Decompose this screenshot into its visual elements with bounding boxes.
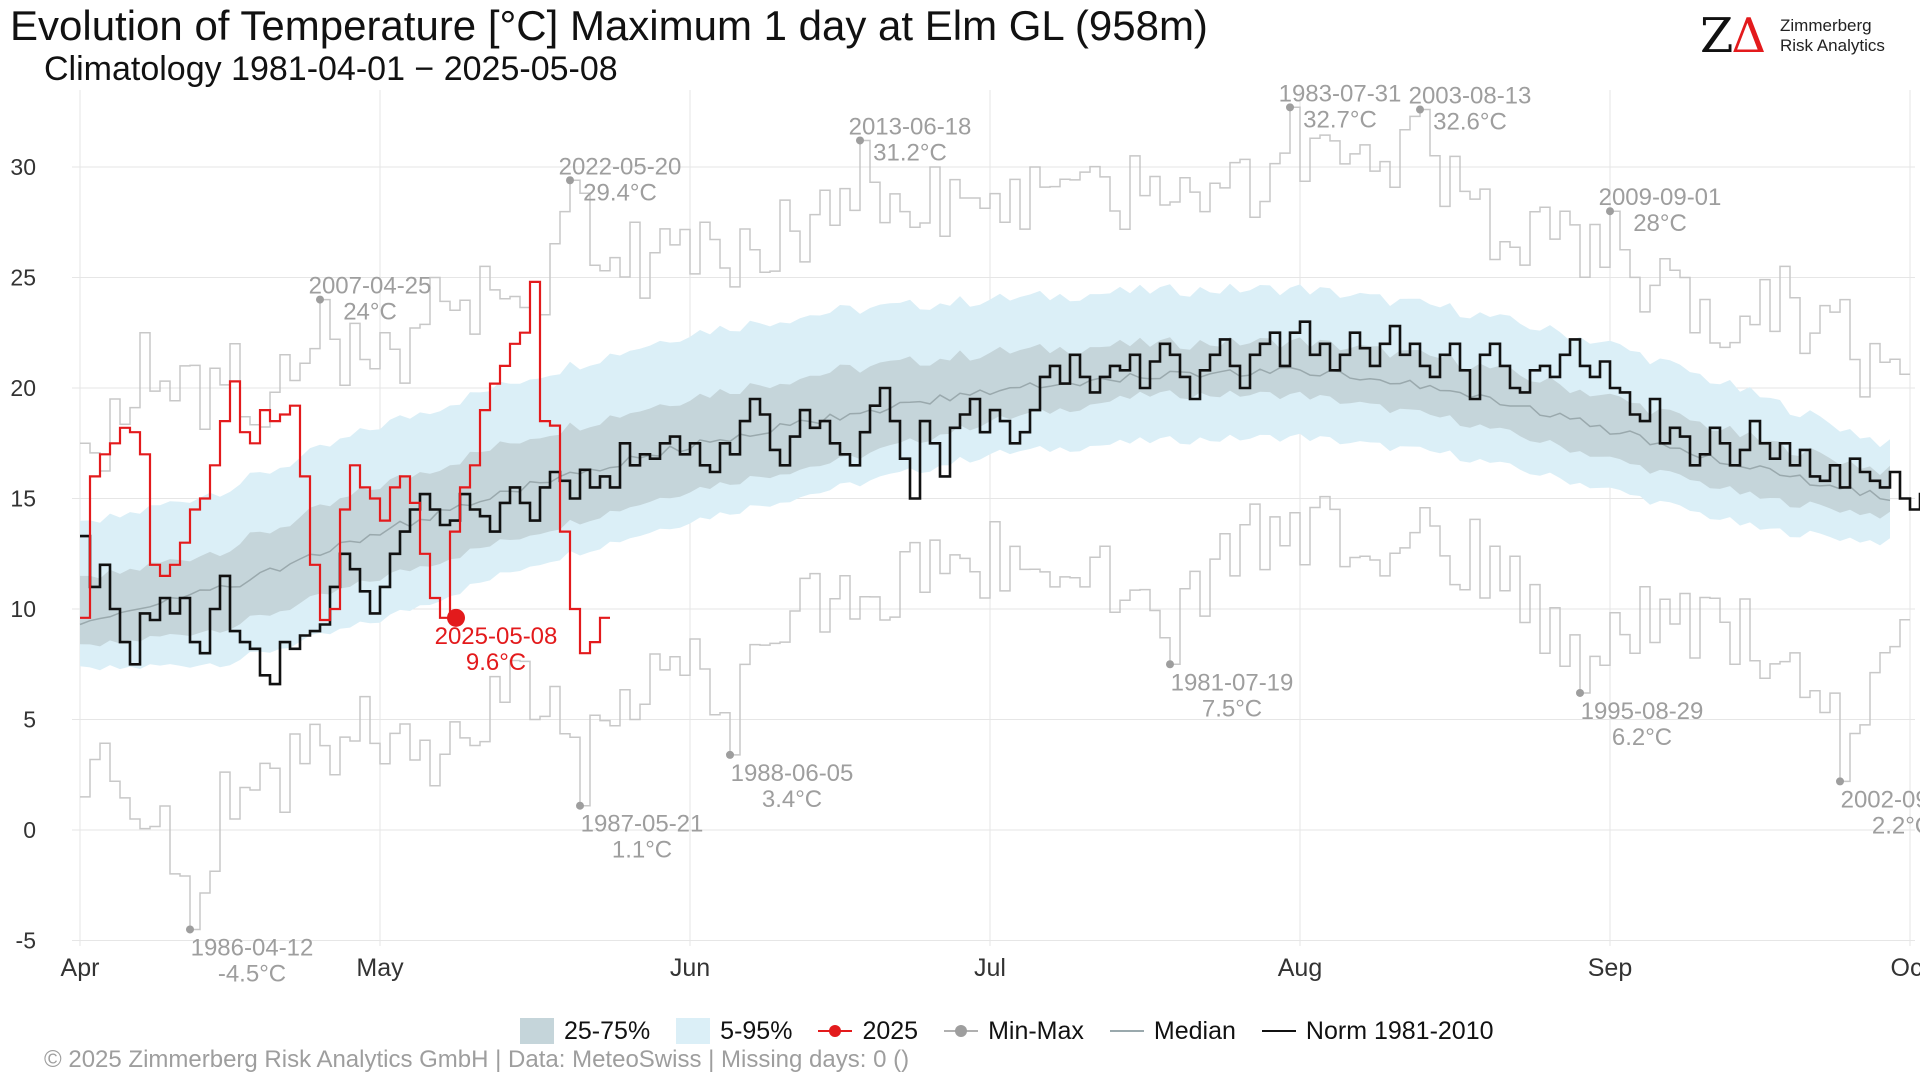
legend-label-minmax: Min-Max bbox=[988, 1016, 1084, 1045]
annotation-date: 2025-05-08 bbox=[435, 623, 558, 650]
y-tick-label: 0 bbox=[23, 817, 36, 843]
legend-label-median: Median bbox=[1153, 1016, 1236, 1045]
legend-label-current: 2025 bbox=[862, 1016, 919, 1045]
annotation-date: 2007-04-25 bbox=[309, 273, 432, 300]
max-record-point bbox=[1416, 105, 1424, 114]
max-record-point bbox=[1286, 103, 1294, 112]
legend-item-minmax: Min-Max bbox=[944, 1017, 1084, 1046]
chart-legend: 25-75% 5-95% 2025 Min-Max Median Norm 19… bbox=[520, 1013, 1520, 1049]
annotation-date: 1987-05-21 bbox=[581, 811, 704, 838]
annotation-date: 2002-09-24 bbox=[1841, 786, 1920, 813]
legend-item-p5-95: 5-95% bbox=[676, 1017, 792, 1046]
annotation-value: 29.4°C bbox=[583, 179, 657, 206]
annotation-date: 1983-07-31 bbox=[1279, 80, 1402, 107]
annotation-date: 2022-05-20 bbox=[559, 153, 682, 180]
annotation-value: 1.1°C bbox=[612, 837, 672, 864]
annotation-value: 2.2°C bbox=[1872, 812, 1920, 839]
min-record-point bbox=[576, 801, 584, 810]
footer-credits: © 2025 Zimmerberg Risk Analytics GmbH | … bbox=[44, 1046, 910, 1073]
legend-swatch-minmax bbox=[944, 1018, 979, 1044]
max-record-point bbox=[316, 295, 324, 304]
chart-title: Evolution of Temperature [°C] Maximum 1 … bbox=[10, 2, 1208, 49]
annotation-date: 1981-07-19 bbox=[1171, 669, 1294, 696]
annotation-value: 7.5°C bbox=[1202, 695, 1262, 722]
y-tick-label: -5 bbox=[16, 928, 36, 954]
annotation-value: 9.6°C bbox=[466, 649, 526, 676]
legend-swatch-p5-95 bbox=[676, 1018, 711, 1044]
annotation-value: 28°C bbox=[1633, 210, 1687, 237]
y-tick-label: 10 bbox=[10, 596, 36, 622]
max-record-point bbox=[1606, 207, 1614, 216]
max-record-point bbox=[566, 176, 574, 185]
min-record-point bbox=[1166, 660, 1174, 669]
y-tick-label: 15 bbox=[10, 486, 36, 512]
grid bbox=[72, 90, 1915, 946]
annotation-value: 3.4°C bbox=[762, 786, 822, 813]
annotation-date: 2003-08-13 bbox=[1409, 83, 1532, 110]
x-tick-label: Apr bbox=[61, 954, 100, 982]
legend-label-iqr: 25-75% bbox=[564, 1016, 651, 1045]
chart-subtitle: Climatology 1981-04-01 − 2025-05-08 bbox=[44, 50, 618, 88]
logo-z: Z bbox=[1700, 8, 1733, 64]
x-tick-label: May bbox=[356, 954, 404, 982]
logo-line-1: Zimmerberg bbox=[1780, 16, 1872, 35]
min-record-point bbox=[1836, 777, 1844, 786]
annotation-date: 1988-06-05 bbox=[731, 760, 854, 787]
legend-swatch-iqr bbox=[520, 1018, 554, 1044]
annotation-value: 32.7°C bbox=[1303, 106, 1377, 133]
y-tick-label: 5 bbox=[23, 707, 36, 733]
legend-swatch-current bbox=[818, 1018, 853, 1044]
annotation-date: 1995-08-29 bbox=[1581, 698, 1704, 725]
annotation-value: 6.2°C bbox=[1612, 724, 1672, 751]
current-point bbox=[447, 608, 465, 627]
annotations: 2025-05-089.6°C2007-04-2524°C2022-05-202… bbox=[186, 80, 1920, 987]
annotation-date: 2009-09-01 bbox=[1599, 184, 1722, 211]
min-record-point bbox=[726, 750, 734, 759]
x-tick-label: Aug bbox=[1278, 954, 1322, 982]
min-record-point bbox=[1576, 688, 1584, 697]
logo-line-2: Risk Analytics bbox=[1780, 36, 1885, 55]
x-tick-label: Jun bbox=[670, 954, 710, 982]
x-tick-label: Oct bbox=[1891, 954, 1920, 982]
y-tick-label: 30 bbox=[10, 154, 36, 180]
max-record-line bbox=[80, 106, 1910, 472]
annotation-value: 24°C bbox=[343, 299, 397, 326]
x-tick-label: Sep bbox=[1588, 954, 1632, 982]
axes: -5 0 5 10 15 20 25 30 Apr May Jun Jul Aug Sep Oct bbox=[10, 154, 1920, 982]
x-tick-label: Jul bbox=[974, 954, 1006, 982]
legend-swatch-median bbox=[1109, 1018, 1144, 1044]
annotation-value: 31.2°C bbox=[873, 139, 947, 166]
annotation-value: -4.5°C bbox=[218, 960, 286, 987]
legend-swatch-norm bbox=[1261, 1018, 1296, 1044]
norm-1981-2010-line bbox=[80, 320, 1920, 686]
annotation-date: 1986-04-12 bbox=[191, 934, 314, 961]
legend-item-median: Median bbox=[1109, 1016, 1236, 1046]
logo-delta: Δ bbox=[1731, 8, 1766, 64]
legend-item-norm: Norm 1981-2010 bbox=[1261, 1016, 1494, 1046]
min-record-line bbox=[80, 495, 1910, 931]
company-logo: ZΔ Zimmerberg Risk Analytics bbox=[1700, 8, 1900, 64]
series-2025-line bbox=[80, 280, 610, 655]
median-line bbox=[79, 366, 1891, 626]
legend-label-p5-95: 5-95% bbox=[720, 1016, 793, 1045]
legend-label-norm: Norm 1981-2010 bbox=[1305, 1016, 1494, 1045]
y-tick-label: 25 bbox=[10, 265, 36, 291]
band-25-75 bbox=[80, 336, 1890, 647]
legend-item-current: 2025 bbox=[818, 1017, 918, 1046]
legend-item-iqr: 25-75% bbox=[520, 1017, 650, 1046]
min-record-point bbox=[186, 925, 194, 934]
logo-text: Zimmerberg Risk Analytics bbox=[1780, 16, 1885, 56]
logo-mark: ZΔ bbox=[1700, 8, 1766, 64]
y-tick-label: 20 bbox=[10, 375, 36, 401]
annotation-value: 32.6°C bbox=[1433, 109, 1507, 136]
annotation-date: 2013-06-18 bbox=[849, 113, 972, 140]
max-record-point bbox=[856, 136, 864, 145]
